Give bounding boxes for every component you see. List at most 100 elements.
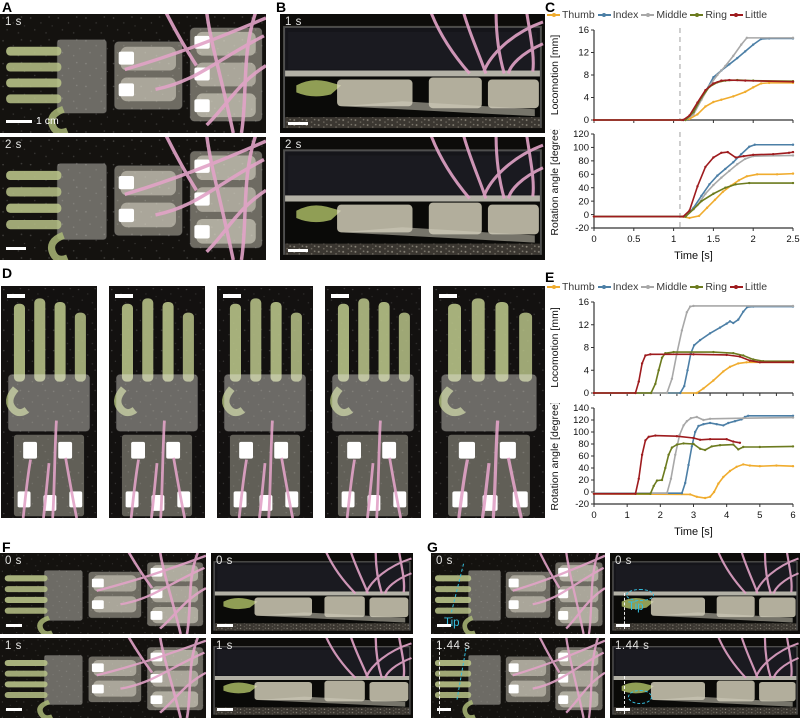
svg-text:-20: -20	[575, 223, 589, 234]
svg-text:Time [s]: Time [s]	[674, 250, 713, 262]
locomotion-chart-c: 0 4 8 12 16 Locomotion [mm]	[547, 25, 800, 128]
svg-text:120: 120	[573, 129, 589, 140]
panel-g-photo-side-0s: 0 s Tip	[610, 553, 800, 634]
hand-front-view-illustration	[217, 286, 313, 518]
scale-bar	[288, 122, 308, 125]
rotation-chart-e: -20 0 20 40 60 80 100 120 140 0 1 2 3 4 5 6 Rotation ang…	[547, 401, 800, 542]
panel-g-label: G	[427, 539, 438, 555]
hand-top-view-illustration	[0, 553, 206, 634]
svg-text:3: 3	[691, 510, 696, 521]
svg-text:12: 12	[578, 320, 589, 331]
legend-swatch	[641, 284, 655, 289]
svg-text:0: 0	[584, 487, 589, 498]
svg-text:6: 6	[790, 510, 795, 521]
svg-text:40: 40	[578, 463, 589, 474]
scale-bar	[7, 294, 25, 298]
tip-label: Tip	[628, 601, 644, 613]
timestamp-label: 1 s	[5, 16, 22, 28]
scale-bar	[217, 708, 233, 711]
svg-text:2.5: 2.5	[786, 234, 799, 245]
hand-front-view-illustration	[433, 286, 545, 518]
legend-item: Thumb	[547, 281, 595, 293]
legend-item: Middle	[641, 281, 687, 293]
hand-front-view-illustration	[109, 286, 205, 518]
tip-highlight-outline	[628, 690, 652, 704]
panel-d-photo-1	[1, 286, 97, 518]
hand-front-view-illustration	[325, 286, 421, 518]
legend-swatch	[547, 12, 560, 17]
timestamp-label: 2 s	[285, 139, 302, 151]
scale-bar	[331, 294, 349, 298]
panel-d-photo-3	[217, 286, 313, 518]
panel-e-label: E	[545, 269, 555, 285]
hand-top-view-illustration	[0, 137, 266, 260]
scale-bar-label: 1 cm	[36, 115, 59, 127]
reference-dashed-line	[439, 642, 440, 714]
scale-bar	[223, 294, 241, 298]
scale-bar	[439, 294, 457, 298]
svg-text:8: 8	[584, 70, 589, 81]
svg-text:2: 2	[658, 510, 663, 521]
panel-d-photo-5	[433, 286, 545, 518]
svg-text:4: 4	[724, 510, 729, 521]
scale-bar	[437, 708, 451, 711]
panel-b-label: B	[276, 0, 287, 15]
svg-text:12: 12	[578, 48, 589, 59]
svg-text:1: 1	[671, 234, 676, 245]
svg-text:1: 1	[625, 510, 630, 521]
hand-top-view-illustration	[0, 638, 206, 718]
scale-bar	[115, 294, 133, 298]
reference-dashed-line	[624, 593, 625, 629]
panel-f-label: F	[2, 539, 11, 555]
svg-text:8: 8	[584, 343, 589, 354]
svg-text:5: 5	[757, 510, 762, 521]
timestamp-label: 0 s	[615, 555, 632, 567]
panel-a-photo-1s: 1 s 1 cm	[0, 14, 266, 133]
timestamp-label: 1.44 s	[436, 640, 471, 652]
panel-f-photo-side-0s: 0 s	[211, 553, 413, 634]
timestamp-label: 1 s	[5, 640, 22, 652]
scale-bar	[6, 120, 32, 123]
legend-swatch	[690, 284, 704, 289]
legend-swatch	[690, 12, 704, 17]
legend-item: Little	[729, 9, 767, 21]
svg-text:60: 60	[578, 451, 589, 462]
svg-text:1.5: 1.5	[707, 234, 720, 245]
legend-swatch	[641, 12, 655, 17]
svg-text:100: 100	[573, 143, 589, 154]
panel-f-photo-side-1s: 1 s	[211, 638, 413, 718]
svg-text:0: 0	[584, 388, 589, 399]
svg-text:40: 40	[578, 183, 589, 194]
panel-d-photo-4	[325, 286, 421, 518]
panel-g-photo-side-144s: 1.44 s	[610, 638, 800, 718]
locomotion-chart-e: 0 4 8 12 16 Locomotion [mm]	[547, 297, 800, 401]
timestamp-label: 1 s	[285, 16, 302, 28]
timestamp-label: 0 s	[5, 555, 22, 567]
panel-b-photo-2s: 2 s	[280, 137, 545, 260]
svg-text:20: 20	[578, 475, 589, 486]
svg-text:100: 100	[573, 427, 589, 438]
svg-text:0: 0	[584, 115, 589, 126]
panel-a-photo-2s: 2 s	[0, 137, 266, 260]
legend-item: Ring	[690, 9, 727, 21]
chart-legend: Thumb Index Middle Ring Little	[547, 281, 800, 293]
scale-bar	[288, 249, 308, 252]
panel-b-photo-1s: 1 s	[280, 14, 545, 133]
svg-text:16: 16	[578, 297, 589, 308]
legend-item: Ring	[690, 281, 727, 293]
svg-text:16: 16	[578, 25, 589, 36]
panel-d-label: D	[2, 265, 13, 281]
svg-text:-20: -20	[575, 499, 589, 510]
timestamp-label: 0 s	[436, 555, 453, 567]
panel-f-photo-top-0s: 0 s	[0, 553, 206, 634]
panel-f-photo-top-1s: 1 s	[0, 638, 206, 718]
svg-text:Rotation angle [degree]: Rotation angle [degree]	[549, 403, 561, 511]
scale-bar	[616, 624, 630, 627]
legend-swatch	[597, 12, 611, 17]
panel-e-charts: Thumb Index Middle Ring Little 0 4 8 12 16 Lo…	[547, 272, 800, 542]
legend-swatch	[729, 284, 743, 289]
timestamp-label: 1 s	[216, 640, 233, 652]
svg-text:4: 4	[584, 93, 589, 104]
hand-side-view-illustration	[280, 137, 545, 260]
